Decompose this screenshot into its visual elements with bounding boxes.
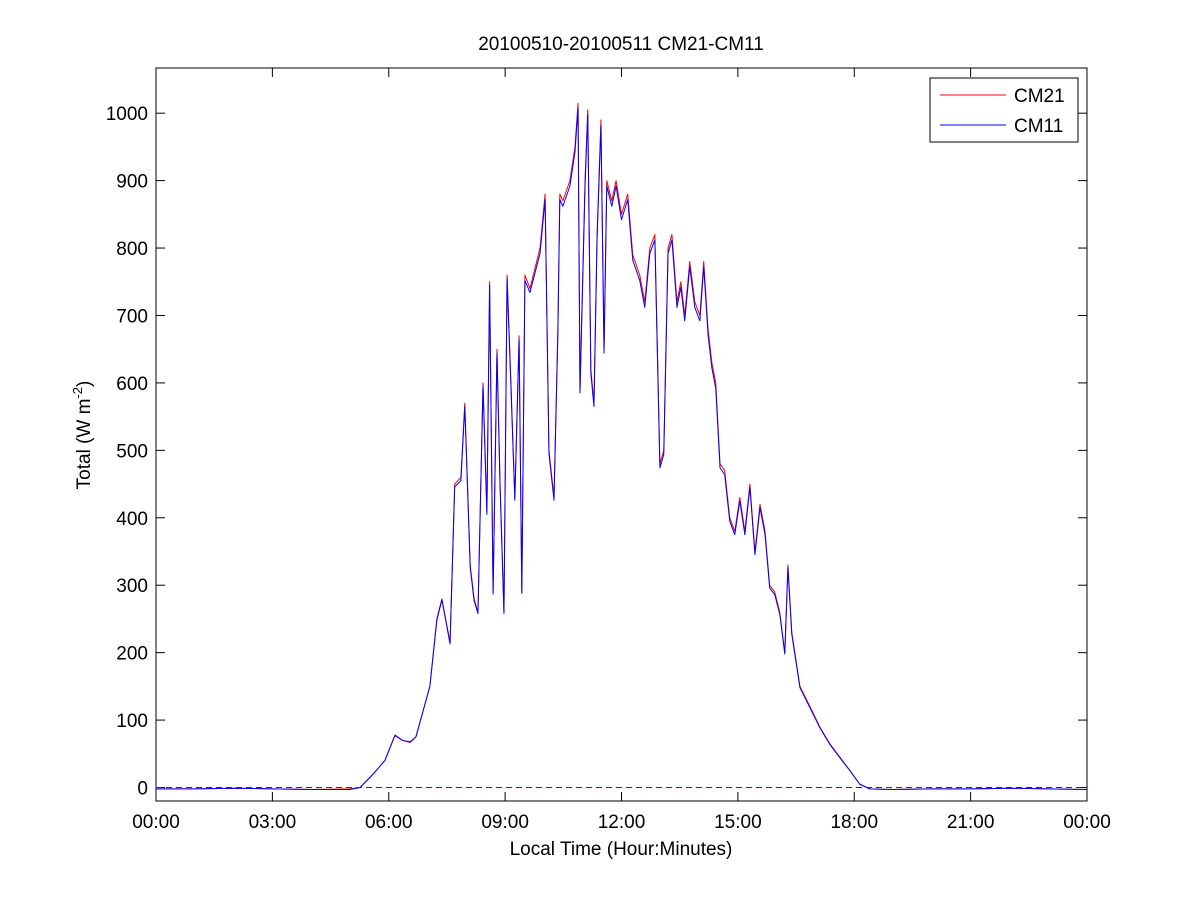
y-tick-label: 400	[116, 509, 148, 530]
y-tick-label: 0	[137, 779, 148, 800]
x-tick-label: 06:00	[365, 812, 413, 833]
y-axis-label-text: Total (W m	[74, 399, 95, 490]
y-tick-label: 1000	[106, 104, 148, 125]
x-tick-label: 21:00	[947, 812, 995, 833]
legend-label: CM21	[1014, 86, 1065, 107]
y-tick-label: 900	[116, 172, 148, 193]
y-tick-label: 700	[116, 306, 148, 327]
y-tick-label: 600	[116, 374, 148, 395]
y-tick-label: 500	[116, 441, 148, 462]
y-axis-label-suffix: )	[74, 381, 95, 387]
y-axis-label: Total (W m-2)	[70, 381, 95, 490]
x-axis-label: Local Time (Hour:Minutes)	[510, 839, 733, 860]
x-tick-label: 00:00	[1063, 812, 1111, 833]
legend-label: CM11	[1014, 116, 1063, 137]
y-tick-label: 100	[116, 711, 148, 732]
y-tick-label: 800	[116, 239, 148, 260]
x-tick-label: 15:00	[714, 812, 762, 833]
x-tick-label: 09:00	[481, 812, 529, 833]
legend-box	[929, 77, 1079, 143]
y-tick-label: 200	[116, 644, 148, 665]
chart-title: 20100510-20100511 CM21-CM11	[478, 34, 764, 55]
x-tick-label: 00:00	[132, 812, 180, 833]
x-tick-label: 18:00	[830, 812, 878, 833]
plot-area	[155, 67, 1088, 802]
series-line	[156, 107, 1088, 791]
x-tick-label: 12:00	[598, 812, 646, 833]
y-tick-label: 300	[116, 576, 148, 597]
y-axis-label-sup: -2	[70, 387, 85, 399]
x-tick-label: 03:00	[249, 812, 297, 833]
